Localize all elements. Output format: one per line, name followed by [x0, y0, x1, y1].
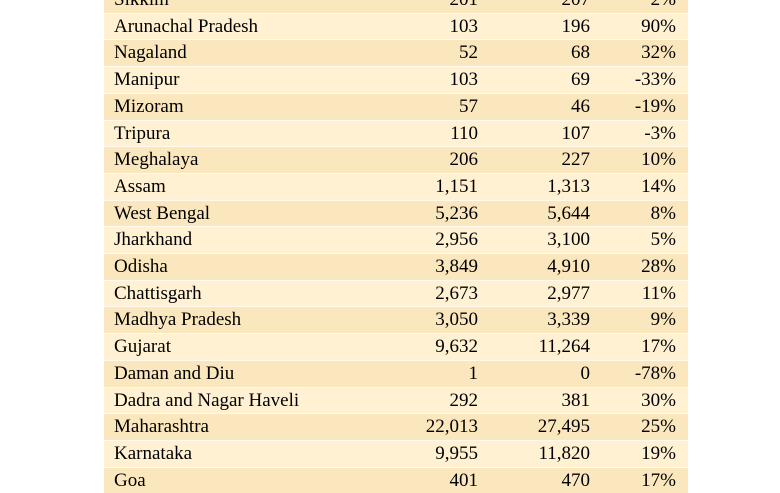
value-cell-2: 68	[484, 39, 596, 67]
value-cell-1: 103	[372, 12, 484, 40]
state-data-table: Sikkim2012072%Arunachal Pradesh10319690%…	[104, 0, 688, 493]
state-cell: Gujarat	[104, 333, 372, 361]
value-cell-1: 201	[372, 0, 484, 14]
value-cell-2: 470	[484, 466, 596, 493]
percent-change-cell: 9%	[596, 306, 688, 334]
percent-change-cell: 11%	[596, 279, 688, 307]
table-row: Odisha 3,849 4,910 28%	[104, 253, 688, 281]
percent-change-cell: 14%	[596, 172, 688, 201]
value-cell-2: 11,264	[484, 333, 596, 361]
state-cell: Arunachal Pradesh	[104, 12, 372, 40]
value-cell-1: 1	[372, 359, 484, 388]
value-cell-1: 9,632	[372, 333, 484, 361]
value-cell-2: 5,644	[484, 199, 596, 227]
value-cell-2: 27,495	[484, 413, 596, 441]
value-cell-2: 0	[484, 359, 596, 388]
table-row: Gujarat 9,632 11,264 17%	[104, 333, 688, 361]
percent-change-cell: 90%	[596, 12, 688, 40]
state-cell: Meghalaya	[104, 146, 372, 174]
percent-change-cell: 25%	[596, 413, 688, 441]
value-cell-1: 110	[372, 119, 484, 147]
value-cell-1: 206	[372, 146, 484, 174]
value-cell-2: 3,100	[484, 226, 596, 254]
value-cell-2: 227	[484, 146, 596, 174]
value-cell-2: 196	[484, 12, 596, 40]
percent-change-cell: 5%	[596, 226, 688, 254]
percent-change-cell: 8%	[596, 199, 688, 227]
state-cell: Jharkhand	[104, 226, 372, 254]
table-row: Madhya Pradesh 3,050 3,339 9%	[104, 306, 688, 334]
table-row: Jharkhand 2,956 3,100 5%	[104, 226, 688, 254]
percent-change-cell: -19%	[596, 92, 688, 121]
state-cell: Dadra and Nagar Haveli	[104, 386, 372, 414]
value-cell-1: 1,151	[372, 172, 484, 201]
percent-change-cell: -78%	[596, 359, 688, 388]
value-cell-2: 11,820	[484, 439, 596, 468]
state-cell: Madhya Pradesh	[104, 306, 372, 334]
table-row: West Bengal 5,236 5,644 8%	[104, 199, 688, 227]
table-row: Dadra and Nagar Haveli 292 381 30%	[104, 386, 688, 414]
value-cell-1: 52	[372, 39, 484, 67]
value-cell-2: 3,339	[484, 306, 596, 334]
percent-change-cell: 28%	[596, 253, 688, 281]
value-cell-2: 1,313	[484, 172, 596, 201]
table-row: Arunachal Pradesh 103 196 90%	[104, 12, 688, 40]
state-cell: Chattisgarh	[104, 279, 372, 307]
value-cell-2: 46	[484, 92, 596, 121]
table-row: Karnataka 9,955 11,820 19%	[104, 439, 688, 468]
state-cell: Sikkim	[104, 0, 372, 14]
table-row: Manipur 103 69 -33%	[104, 66, 688, 94]
percent-change-cell: 17%	[596, 466, 688, 493]
table-row: Daman and Diu 1 0 -78%	[104, 359, 688, 388]
percent-change-cell: -33%	[596, 66, 688, 94]
table-row: Sikkim2012072%	[104, 0, 688, 14]
state-cell: Mizoram	[104, 92, 372, 121]
state-cell: Nagaland	[104, 39, 372, 67]
percent-change-cell: 10%	[596, 146, 688, 174]
percent-change-cell: 2%	[596, 0, 688, 14]
percent-change-cell: 19%	[596, 439, 688, 468]
table-row: Meghalaya 206 227 10%	[104, 146, 688, 174]
state-cell: West Bengal	[104, 199, 372, 227]
value-cell-1: 5,236	[372, 199, 484, 227]
table-body: Sikkim2012072%Arunachal Pradesh10319690%…	[104, 0, 688, 493]
value-cell-2: 381	[484, 386, 596, 414]
value-cell-2: 107	[484, 119, 596, 147]
state-cell: Tripura	[104, 119, 372, 147]
table-row: Maharashtra 22,013 27,495 25%	[104, 413, 688, 441]
table-row: Nagaland 52 68 32%	[104, 39, 688, 67]
value-cell-1: 3,050	[372, 306, 484, 334]
table-row: Chattisgarh 2,673 2,977 11%	[104, 279, 688, 307]
state-cell: Daman and Diu	[104, 359, 372, 388]
value-cell-1: 57	[372, 92, 484, 121]
state-cell: Assam	[104, 172, 372, 201]
table-row: Tripura 110 107 -3%	[104, 119, 688, 147]
value-cell-1: 2,673	[372, 279, 484, 307]
value-cell-2: 2,977	[484, 279, 596, 307]
percent-change-cell: 30%	[596, 386, 688, 414]
state-cell: Goa	[104, 466, 372, 493]
value-cell-1: 9,955	[372, 439, 484, 468]
table-row: Goa 401 470 17%	[104, 466, 688, 493]
value-cell-1: 2,956	[372, 226, 484, 254]
state-cell: Odisha	[104, 253, 372, 281]
state-cell: Manipur	[104, 66, 372, 94]
value-cell-2: 69	[484, 66, 596, 94]
state-cell: Karnataka	[104, 439, 372, 468]
value-cell-1: 3,849	[372, 253, 484, 281]
value-cell-1: 22,013	[372, 413, 484, 441]
value-cell-1: 401	[372, 466, 484, 493]
value-cell-2: 4,910	[484, 253, 596, 281]
table-row: Mizoram 57 46 -19%	[104, 92, 688, 121]
percent-change-cell: -3%	[596, 119, 688, 147]
percent-change-cell: 17%	[596, 333, 688, 361]
table-row: Assam 1,151 1,313 14%	[104, 172, 688, 201]
state-cell: Maharashtra	[104, 413, 372, 441]
value-cell-1: 292	[372, 386, 484, 414]
state-data-table-container: Sikkim2012072%Arunachal Pradesh10319690%…	[104, 0, 688, 493]
value-cell-2: 207	[484, 0, 596, 14]
value-cell-1: 103	[372, 66, 484, 94]
percent-change-cell: 32%	[596, 39, 688, 67]
